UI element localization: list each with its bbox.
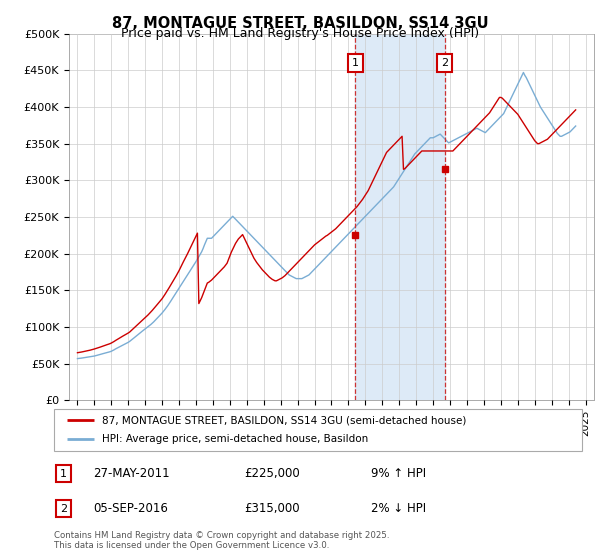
Text: 9% ↑ HPI: 9% ↑ HPI xyxy=(371,467,426,480)
HPI: Average price, semi-detached house, Basildon: (2.02e+03, 4.47e+05): Average price, semi-detached house, Basi… xyxy=(520,69,527,76)
Text: HPI: Average price, semi-detached house, Basildon: HPI: Average price, semi-detached house,… xyxy=(101,435,368,445)
87, MONTAGUE STREET, BASILDON, SS14 3GU (semi-detached house) xyxy=(145,311,152,318)
HPI: Average price, semi-detached house, Basildon: (2e+03, 2.51e+05): Average price, semi-detached house, Basi… xyxy=(229,213,236,220)
HPI: Average price, semi-detached house, Basildon: (2.02e+03, 4.04e+05): Average price, semi-detached house, Basi… xyxy=(535,101,542,108)
Text: 1: 1 xyxy=(60,469,67,479)
HPI: Average price, semi-detached house, Basildon: (2e+03, 2.35e+05): Average price, semi-detached house, Basi… xyxy=(218,225,225,231)
87, MONTAGUE STREET, BASILDON, SS14 3GU (semi-detached house) xyxy=(74,349,81,356)
87, MONTAGUE STREET, BASILDON, SS14 3GU (semi-detached house) xyxy=(572,106,579,113)
87, MONTAGUE STREET, BASILDON, SS14 3GU (semi-detached house) xyxy=(535,141,542,147)
Line: HPI: Average price, semi-detached house, Basildon: HPI: Average price, semi-detached house,… xyxy=(77,72,575,358)
Text: 2: 2 xyxy=(441,58,448,68)
Bar xyxy=(355,34,445,400)
Text: 1: 1 xyxy=(352,58,359,68)
HPI: Average price, semi-detached house, Basildon: (2.02e+03, 3.74e+05): Average price, semi-detached house, Basi… xyxy=(572,123,579,129)
87, MONTAGUE STREET, BASILDON, SS14 3GU (semi-detached house) xyxy=(229,246,236,253)
HPI: Average price, semi-detached house, Basildon: (2e+03, 9.3e+04): Average price, semi-detached house, Basi… xyxy=(137,329,145,335)
87, MONTAGUE STREET, BASILDON, SS14 3GU (semi-detached house) xyxy=(218,267,225,273)
Text: Price paid vs. HM Land Registry's House Price Index (HPI): Price paid vs. HM Land Registry's House … xyxy=(121,27,479,40)
87, MONTAGUE STREET, BASILDON, SS14 3GU (semi-detached house) xyxy=(137,318,145,325)
87, MONTAGUE STREET, BASILDON, SS14 3GU (semi-detached house) xyxy=(559,120,566,127)
Line: 87, MONTAGUE STREET, BASILDON, SS14 3GU (semi-detached house): 87, MONTAGUE STREET, BASILDON, SS14 3GU … xyxy=(77,97,575,353)
Text: 27-MAY-2011: 27-MAY-2011 xyxy=(94,467,170,480)
Text: 87, MONTAGUE STREET, BASILDON, SS14 3GU (semi-detached house): 87, MONTAGUE STREET, BASILDON, SS14 3GU … xyxy=(101,415,466,425)
Text: 2: 2 xyxy=(60,503,67,514)
HPI: Average price, semi-detached house, Basildon: (2.02e+03, 3.61e+05): Average price, semi-detached house, Basi… xyxy=(559,132,566,139)
Text: 05-SEP-2016: 05-SEP-2016 xyxy=(94,502,169,515)
Text: 2% ↓ HPI: 2% ↓ HPI xyxy=(371,502,426,515)
Text: 87, MONTAGUE STREET, BASILDON, SS14 3GU: 87, MONTAGUE STREET, BASILDON, SS14 3GU xyxy=(112,16,488,31)
Text: Contains HM Land Registry data © Crown copyright and database right 2025.
This d: Contains HM Land Registry data © Crown c… xyxy=(54,531,389,550)
HPI: Average price, semi-detached house, Basildon: (2e+03, 1e+05): Average price, semi-detached house, Basi… xyxy=(145,323,152,330)
HPI: Average price, semi-detached house, Basildon: (2e+03, 5.7e+04): Average price, semi-detached house, Basi… xyxy=(74,355,81,362)
Text: £225,000: £225,000 xyxy=(244,467,300,480)
87, MONTAGUE STREET, BASILDON, SS14 3GU (semi-detached house) xyxy=(496,94,503,101)
Text: £315,000: £315,000 xyxy=(244,502,300,515)
